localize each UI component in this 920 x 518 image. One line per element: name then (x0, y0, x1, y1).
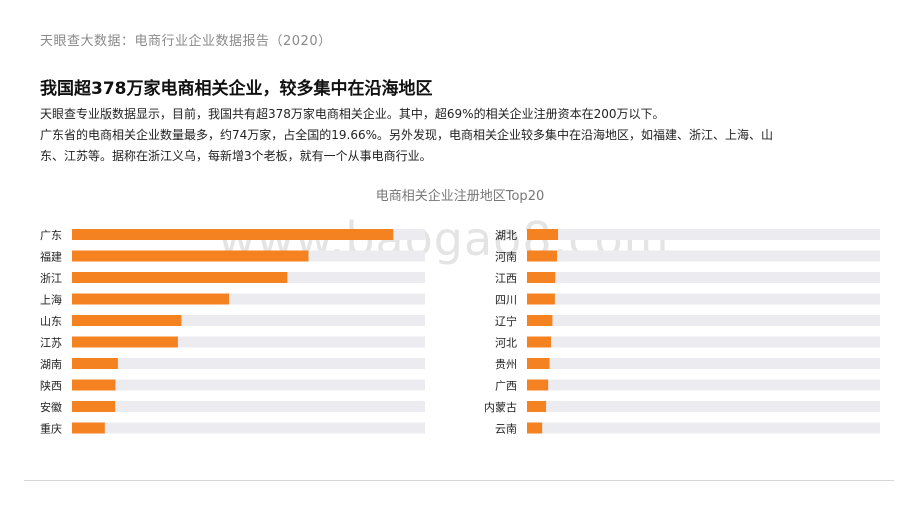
description-line-2: 广东省的电商相关企业数量最多，约74万家，占全国的19.66%。另外发现，电商相… (40, 128, 774, 142)
category-label: 河南 (495, 251, 517, 264)
description-line-1: 天眼查专业版数据显示，目前，我国共有超378万家电商相关企业。其中，超69%的相… (40, 107, 665, 121)
bar (527, 272, 556, 283)
bar-track (527, 250, 880, 262)
category-label: 福建 (40, 250, 62, 264)
bar (72, 293, 230, 305)
category-label: 山东 (40, 315, 62, 328)
bar (72, 336, 178, 348)
bar (72, 315, 182, 326)
category-label: 云南 (495, 423, 517, 436)
bar-track (527, 229, 880, 240)
category-label: 贵州 (495, 358, 517, 371)
chart-title: 电商相关企业注册地区Top20 (375, 189, 545, 204)
description-line-3: 东、江苏等。据称在浙江义乌，每新增3个老板，就有一个从事电商行业。 (40, 149, 432, 163)
bar-track (72, 401, 425, 412)
bar-track (72, 336, 425, 348)
report-header: 天眼查大数据：电商行业企业数据报告（2020） (40, 34, 332, 49)
category-label: 安徽 (40, 400, 62, 414)
category-label: 四川 (495, 294, 517, 307)
category-label: 湖北 (495, 229, 517, 242)
bar-track (72, 293, 425, 305)
bar-track (527, 272, 880, 283)
bar-track (527, 401, 880, 412)
category-label: 广东 (40, 229, 62, 242)
bar-track (527, 358, 880, 369)
category-label: 内蒙古 (484, 400, 517, 414)
bar-track (527, 379, 880, 391)
category-label: 河北 (495, 337, 517, 350)
bar-track (72, 379, 425, 391)
category-label: 浙江 (40, 272, 62, 285)
category-label: 重庆 (40, 422, 62, 436)
category-label: 辽宁 (495, 314, 517, 328)
bar-track (72, 315, 425, 326)
category-label: 江苏 (40, 337, 62, 350)
bar (72, 358, 118, 369)
bar-track (527, 293, 880, 305)
bar (527, 336, 552, 348)
bar (72, 379, 116, 391)
bar (527, 358, 550, 369)
headline: 我国超378万家电商相关企业，较多集中在沿海地区 (40, 79, 433, 99)
bar (72, 272, 288, 283)
bar-track (72, 422, 425, 434)
region-bar-chart: 广东福建浙江上海山东江苏湖南陕西安徽重庆湖北河南江西四川辽宁河北贵州广西内蒙古云… (40, 229, 880, 436)
bar (527, 250, 558, 262)
bar (527, 422, 543, 434)
bar-track (527, 336, 880, 348)
category-label: 湖南 (40, 358, 62, 371)
category-label: 江西 (495, 272, 517, 285)
category-label: 陕西 (40, 379, 62, 393)
bar-track (527, 422, 880, 434)
bar (72, 250, 309, 262)
bar (527, 379, 549, 391)
bar (72, 229, 394, 240)
bar (72, 401, 116, 412)
bar (527, 293, 555, 305)
bar (527, 229, 559, 240)
category-label: 上海 (40, 293, 62, 307)
bar (527, 315, 553, 326)
footer-divider (24, 480, 894, 481)
bar (72, 422, 105, 434)
description-paragraph: 天眼查专业版数据显示，目前，我国共有超378万家电商相关企业。其中，超69%的相… (40, 104, 890, 167)
bar (527, 401, 547, 412)
category-label: 广西 (495, 380, 517, 393)
bar-track (527, 315, 880, 326)
bar-track (72, 358, 425, 369)
